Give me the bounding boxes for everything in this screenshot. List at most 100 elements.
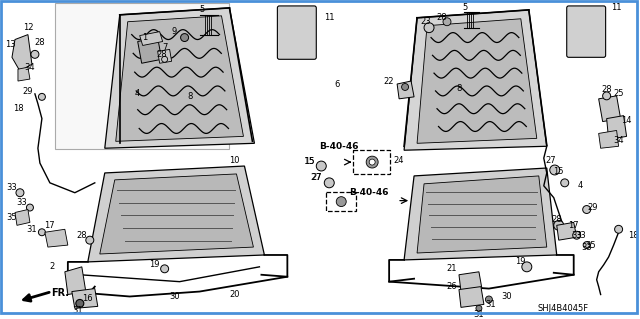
Text: 33: 33 <box>572 231 582 240</box>
Text: 5: 5 <box>462 4 468 12</box>
Bar <box>55 3 230 149</box>
Text: 22: 22 <box>384 77 394 85</box>
Circle shape <box>76 300 84 308</box>
Circle shape <box>324 178 334 188</box>
Circle shape <box>401 84 408 90</box>
Text: 17: 17 <box>45 221 55 230</box>
Circle shape <box>180 33 189 41</box>
Text: 6: 6 <box>335 79 340 88</box>
Text: 14: 14 <box>621 116 632 125</box>
Text: B-40-46: B-40-46 <box>319 142 359 151</box>
Text: 33: 33 <box>17 198 28 207</box>
FancyBboxPatch shape <box>326 192 356 211</box>
Circle shape <box>336 197 346 207</box>
Polygon shape <box>65 267 86 294</box>
Text: 28: 28 <box>77 231 87 240</box>
Polygon shape <box>15 210 30 225</box>
Polygon shape <box>598 130 619 148</box>
Text: 27: 27 <box>310 174 322 182</box>
Text: 33: 33 <box>581 242 592 252</box>
Text: 30: 30 <box>502 292 512 301</box>
Polygon shape <box>280 8 314 57</box>
Circle shape <box>554 220 564 230</box>
Circle shape <box>550 165 560 175</box>
Circle shape <box>86 236 94 244</box>
Text: 19: 19 <box>516 257 526 266</box>
Circle shape <box>443 18 451 26</box>
Text: 28: 28 <box>602 85 612 94</box>
Text: 16: 16 <box>83 294 93 303</box>
Circle shape <box>26 204 33 211</box>
Polygon shape <box>417 176 547 253</box>
Text: 19: 19 <box>149 260 160 269</box>
Circle shape <box>476 305 482 311</box>
Circle shape <box>561 179 569 187</box>
Text: 29: 29 <box>588 203 598 212</box>
Circle shape <box>38 93 45 100</box>
FancyBboxPatch shape <box>353 150 390 174</box>
Circle shape <box>603 92 611 100</box>
Text: 30: 30 <box>170 292 180 301</box>
Text: 18: 18 <box>13 104 23 113</box>
Text: 29: 29 <box>22 87 33 96</box>
Text: 8: 8 <box>456 85 461 93</box>
Circle shape <box>614 225 623 233</box>
Text: 31: 31 <box>72 306 83 315</box>
Polygon shape <box>45 229 68 247</box>
Circle shape <box>366 156 378 168</box>
Text: 15: 15 <box>554 167 564 176</box>
Text: 34: 34 <box>613 136 624 145</box>
Text: FR.: FR. <box>51 287 69 298</box>
Text: 15: 15 <box>304 157 314 166</box>
Text: 17: 17 <box>568 221 579 230</box>
Circle shape <box>162 56 168 62</box>
Text: 31: 31 <box>27 225 37 234</box>
Text: 18: 18 <box>628 231 639 240</box>
Polygon shape <box>459 286 484 308</box>
Text: 27: 27 <box>311 174 322 182</box>
Text: 11: 11 <box>324 13 335 22</box>
Text: 8: 8 <box>187 93 192 101</box>
Text: 4: 4 <box>135 89 140 98</box>
Text: 10: 10 <box>229 156 240 165</box>
Circle shape <box>485 296 492 303</box>
Text: 31: 31 <box>474 310 484 319</box>
Text: 28: 28 <box>552 215 562 224</box>
Text: 1: 1 <box>142 33 147 42</box>
Circle shape <box>16 189 24 197</box>
Circle shape <box>161 265 168 273</box>
Text: 24: 24 <box>394 156 404 165</box>
Circle shape <box>316 161 326 171</box>
FancyBboxPatch shape <box>567 6 605 57</box>
Polygon shape <box>88 166 264 262</box>
Circle shape <box>424 23 434 33</box>
Polygon shape <box>105 8 255 148</box>
Polygon shape <box>557 222 577 240</box>
Polygon shape <box>459 272 482 292</box>
Text: 20: 20 <box>229 290 240 299</box>
Polygon shape <box>140 32 163 46</box>
Text: 9: 9 <box>172 27 177 36</box>
Text: 33: 33 <box>6 183 17 192</box>
Text: 4: 4 <box>578 181 583 190</box>
Text: 7: 7 <box>162 43 167 52</box>
Text: 2: 2 <box>49 262 54 271</box>
Text: 35: 35 <box>586 241 596 249</box>
Text: 26: 26 <box>447 282 458 291</box>
Text: 11: 11 <box>611 4 622 12</box>
Text: 15: 15 <box>303 157 315 166</box>
Polygon shape <box>72 289 98 308</box>
FancyBboxPatch shape <box>277 6 316 59</box>
Polygon shape <box>138 38 162 63</box>
Polygon shape <box>607 115 627 139</box>
Polygon shape <box>116 16 243 141</box>
Polygon shape <box>397 81 414 99</box>
Polygon shape <box>100 174 253 254</box>
Text: B-40-46: B-40-46 <box>349 188 389 197</box>
Polygon shape <box>404 168 557 260</box>
Circle shape <box>369 159 375 165</box>
Text: 27: 27 <box>545 156 556 165</box>
Polygon shape <box>157 49 172 63</box>
Polygon shape <box>18 67 30 81</box>
Polygon shape <box>12 34 32 71</box>
